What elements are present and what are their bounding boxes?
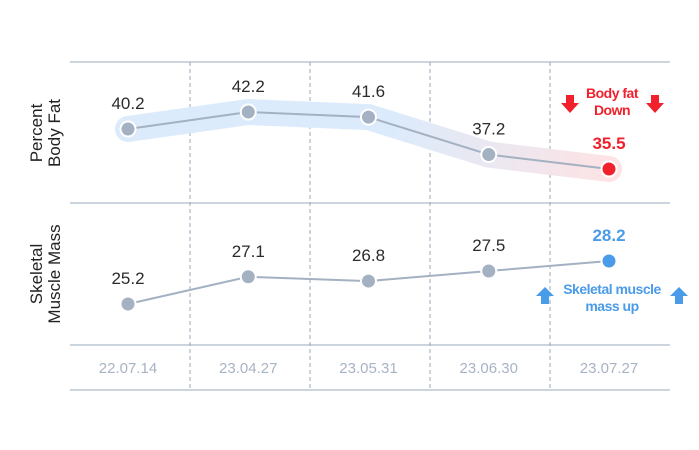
point — [480, 262, 498, 280]
point — [360, 272, 377, 290]
x-tick-label: 23.05.31 — [339, 360, 397, 377]
value-label: 26.8 — [352, 246, 385, 265]
column-dividers — [189, 62, 551, 390]
value-label: 42.2 — [232, 77, 265, 96]
point — [119, 295, 137, 313]
arrows-down — [561, 95, 664, 113]
series-name: Percent Body Fat — [27, 98, 64, 168]
frame — [70, 61, 670, 391]
annotation: Body fat Down — [586, 85, 639, 118]
point — [480, 146, 498, 164]
annotation: Skeletal muscle mass up — [563, 281, 661, 314]
x-tick-label: 23.06.30 — [460, 360, 518, 377]
value-label: 37.2 — [472, 120, 505, 139]
value-label: 25.2 — [111, 269, 144, 288]
x-tick-label: 23.07.27 — [580, 360, 638, 377]
point — [239, 268, 257, 286]
value-label: 28.2 — [592, 226, 625, 245]
value-label: 27.1 — [232, 242, 265, 261]
point — [119, 120, 137, 138]
point — [600, 252, 618, 270]
point — [239, 103, 257, 121]
value-label: 40.2 — [111, 94, 144, 113]
point — [600, 160, 618, 178]
series-name: Skeletal Muscle Mass — [27, 224, 64, 324]
value-label: 35.5 — [592, 134, 625, 153]
x-tick-label: 23.04.27 — [219, 360, 277, 377]
x-tick-label: 22.07.14 — [99, 360, 157, 377]
value-label: 27.5 — [472, 236, 505, 255]
value-label: 41.6 — [352, 82, 385, 101]
arrows-up — [536, 287, 688, 304]
point — [360, 108, 377, 126]
